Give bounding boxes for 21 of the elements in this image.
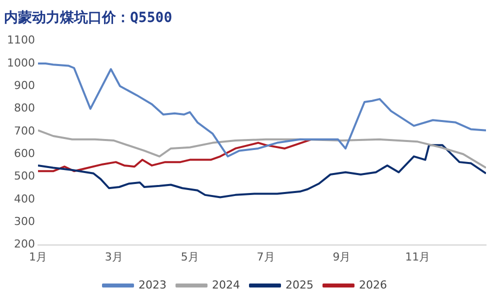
y-tick-label: 500 <box>14 170 35 183</box>
y-tick-label: 200 <box>14 238 35 251</box>
legend-label: 2023 <box>138 278 167 292</box>
legend-label: 2026 <box>358 278 387 292</box>
legend-label: 2025 <box>286 278 314 292</box>
x-tick-label: 11月 <box>405 250 430 264</box>
chart-title: 内蒙动力煤坑口价：Q5500 <box>4 9 172 26</box>
y-tick-label: 300 <box>14 214 35 228</box>
y-tick-label: 400 <box>14 192 35 206</box>
y-tick-label: 800 <box>14 102 35 115</box>
y-tick-label: 600 <box>14 146 35 160</box>
y-tick-label: 1100 <box>6 34 35 47</box>
x-tick-label: 5月 <box>180 250 199 264</box>
x-tick-label: 7月 <box>256 250 275 264</box>
x-tick-label: 1月 <box>28 250 47 264</box>
y-tick-label: 1000 <box>6 56 35 70</box>
legend-label: 2024 <box>212 278 240 292</box>
y-tick-label: 900 <box>14 78 35 92</box>
x-tick-label: 9月 <box>332 250 351 264</box>
y-tick-label: 700 <box>14 124 35 138</box>
x-tick-label: 3月 <box>104 250 123 264</box>
